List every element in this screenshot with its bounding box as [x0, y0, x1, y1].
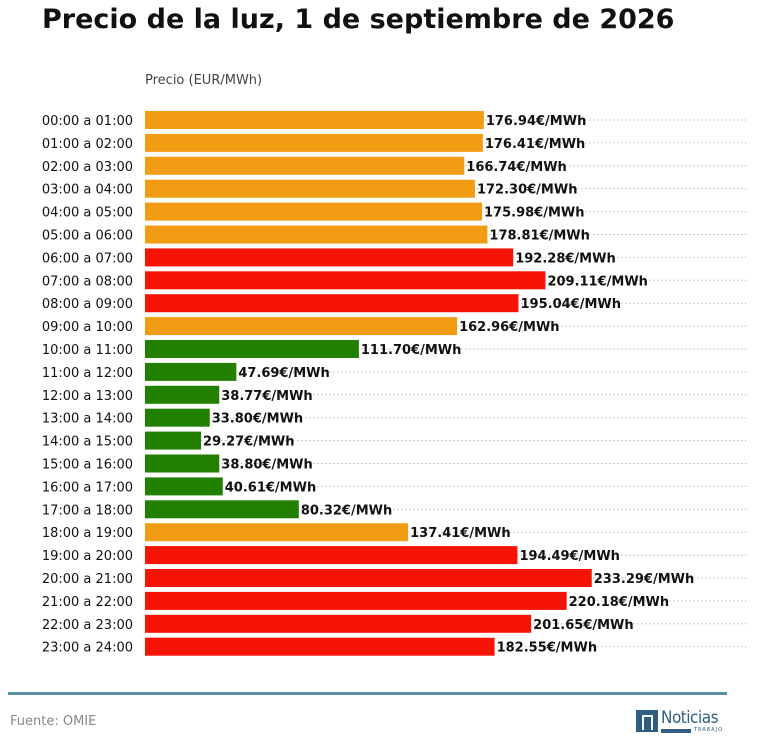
category-label: 09:00 a 10:00	[42, 320, 133, 335]
bar	[145, 156, 465, 175]
data-label: 175.98€/MWh	[484, 206, 585, 221]
category-label: 01:00 a 02:00	[42, 137, 133, 152]
category-label: 02:00 a 03:00	[42, 160, 133, 175]
logo-underline	[661, 729, 691, 733]
data-label: 176.41€/MWh	[485, 137, 586, 152]
category-label: 23:00 a 24:00	[42, 641, 133, 656]
category-label: 00:00 a 01:00	[42, 114, 133, 129]
data-label: 194.49€/MWh	[519, 549, 620, 564]
category-label: 22:00 a 23:00	[42, 618, 133, 633]
bar	[145, 500, 299, 519]
bar	[145, 454, 220, 473]
bar	[145, 111, 484, 129]
bar	[145, 225, 488, 244]
bar	[145, 179, 475, 198]
data-label: 209.11€/MWh	[547, 274, 648, 289]
category-label: 07:00 a 08:00	[42, 274, 133, 289]
source-note: Fuente: OMIE	[10, 714, 97, 729]
category-label: 06:00 a 07:00	[42, 251, 133, 266]
data-label: 182.55€/MWh	[497, 641, 598, 656]
bar	[145, 523, 409, 542]
category-label: 10:00 a 11:00	[42, 343, 133, 358]
bar	[145, 431, 202, 450]
bar	[145, 248, 514, 267]
category-label: 18:00 a 19:00	[42, 526, 133, 541]
category-label: 15:00 a 16:00	[42, 458, 133, 473]
bar	[145, 614, 532, 633]
data-label: 220.18€/MWh	[569, 595, 670, 610]
category-label: 12:00 a 13:00	[42, 389, 133, 404]
bar	[145, 271, 546, 290]
bar	[145, 294, 519, 313]
bar	[145, 591, 567, 610]
bar	[145, 362, 237, 381]
bar-chart: 00:00 a 01:00 176.94€/MWh 01:00 a 02:00 176…	[42, 111, 748, 656]
data-label: 162.96€/MWh	[459, 320, 559, 335]
category-label: 16:00 a 17:00	[42, 480, 133, 495]
bar	[145, 385, 220, 404]
data-label: 195.04€/MWh	[521, 297, 622, 312]
bar	[145, 133, 483, 152]
category-label: 03:00 a 04:00	[42, 183, 133, 198]
data-label: 137.41€/MWh	[410, 526, 511, 541]
data-label: 40.61€/MWh	[225, 480, 316, 495]
chart-title: Precio de la luz, 1 de septiembre de 202…	[42, 4, 675, 35]
data-label: 38.77€/MWh	[221, 389, 312, 404]
bar	[145, 637, 495, 656]
bar	[145, 408, 210, 427]
bar	[145, 317, 458, 336]
data-label: 201.65€/MWh	[533, 618, 634, 633]
category-label: 17:00 a 18:00	[42, 503, 133, 518]
data-label: 192.28€/MWh	[515, 251, 616, 266]
data-label: 38.80€/MWh	[221, 458, 312, 473]
data-label: 233.29€/MWh	[594, 572, 695, 587]
axis-label: Precio (EUR/MWh)	[145, 73, 263, 88]
data-label: 176.94€/MWh	[486, 114, 587, 129]
brand-logo: Noticias TRABAJO	[636, 708, 736, 736]
category-label: 13:00 a 14:00	[42, 412, 133, 427]
category-label: 19:00 a 20:00	[42, 549, 133, 564]
bar	[145, 569, 592, 587]
data-label: 80.32€/MWh	[301, 503, 392, 518]
data-label: 47.69€/MWh	[238, 366, 329, 381]
data-label: 111.70€/MWh	[361, 343, 462, 358]
bar	[145, 202, 483, 221]
logo-subtext: TRABAJO	[694, 727, 724, 733]
category-label: 20:00 a 21:00	[42, 572, 133, 587]
category-label: 08:00 a 09:00	[42, 297, 133, 312]
bar	[145, 477, 223, 496]
category-label: 14:00 a 15:00	[42, 435, 133, 450]
data-label: 166.74€/MWh	[466, 160, 567, 175]
logo-wordmark: Noticias	[661, 708, 719, 728]
category-label: 04:00 a 05:00	[42, 206, 133, 221]
category-label: 05:00 a 06:00	[42, 229, 133, 244]
category-label: 21:00 a 22:00	[42, 595, 133, 610]
data-label: 29.27€/MWh	[203, 435, 294, 450]
logo-icon	[636, 710, 658, 732]
bar	[145, 546, 518, 565]
data-label: 33.80€/MWh	[212, 412, 303, 427]
data-label: 178.81€/MWh	[489, 229, 590, 244]
bar	[145, 340, 359, 358]
category-label: 11:00 a 12:00	[42, 366, 133, 381]
data-label: 172.30€/MWh	[477, 183, 577, 198]
footer-divider	[8, 692, 727, 695]
